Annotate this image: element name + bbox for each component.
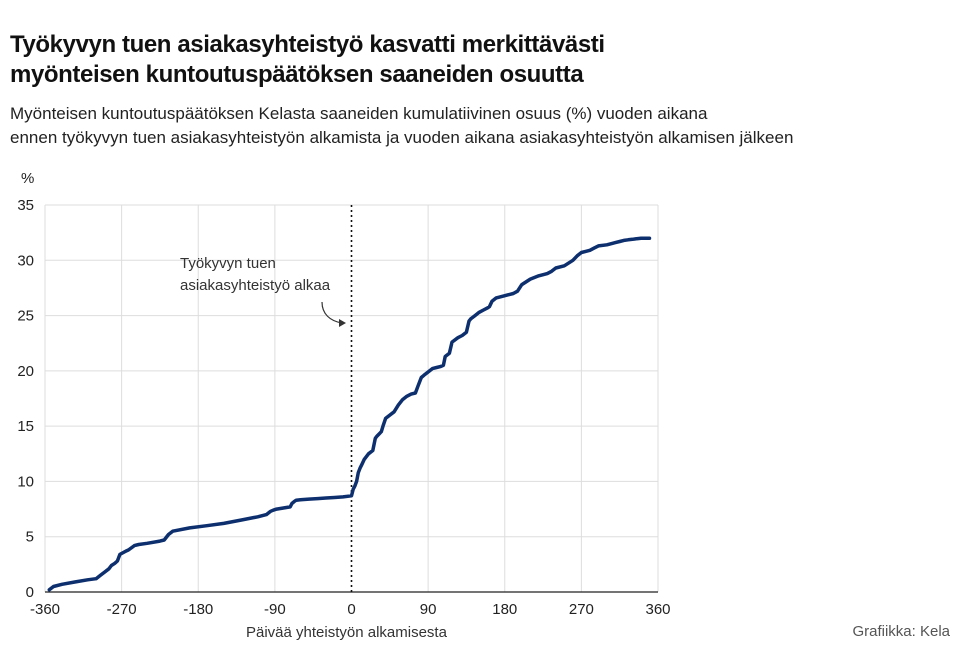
y-axis-unit-label: % — [21, 170, 35, 187]
chart-subtitle-line-1: Myönteisen kuntoutuspäätöksen Kelasta sa… — [10, 104, 708, 123]
x-tick-label: 90 — [420, 601, 437, 618]
y-tick-label: 30 — [17, 252, 34, 269]
chart-title-line-1: Työkyvyn tuen asiakasyhteistyö kasvatti … — [10, 31, 605, 58]
chart-title-line-2: myönteisen kuntoutuspäätöksen saaneiden … — [10, 61, 584, 88]
data-series-line — [47, 236, 652, 592]
y-tick-label: 15 — [17, 418, 34, 435]
chart-subtitle-line-2: ennen työkyvyn tuen asiakasyhteistyön al… — [10, 128, 794, 147]
x-tick-label: -90 — [264, 601, 286, 618]
y-tick-label: 0 — [26, 584, 34, 601]
y-tick-label: 35 — [17, 197, 34, 214]
x-tick-label: 0 — [347, 601, 355, 618]
x-tick-label: -270 — [107, 601, 137, 618]
y-tick-label: 20 — [17, 363, 34, 380]
chart-subtitle: Myönteisen kuntoutuspäätöksen Kelasta sa… — [10, 102, 910, 150]
chart-title: Työkyvyn tuen asiakasyhteistyö kasvatti … — [10, 30, 910, 90]
source-credit: Grafiikka: Kela — [852, 623, 950, 640]
y-tick-label: 25 — [17, 308, 34, 325]
annotation-arrow-head — [339, 319, 346, 327]
y-tick-label: 10 — [17, 473, 34, 490]
annotation-line-2: asiakasyhteistyö alkaa — [180, 277, 331, 294]
x-tick-label: 270 — [569, 601, 594, 618]
x-axis-label: Päivää yhteistyön alkamisesta — [246, 624, 447, 641]
x-tick-label: 360 — [645, 601, 670, 618]
x-tick-label: -360 — [30, 601, 60, 618]
x-tick-label: -180 — [183, 601, 213, 618]
annotation-line-1: Työkyvyn tuen — [180, 255, 276, 272]
y-tick-label: 5 — [26, 529, 34, 546]
x-tick-label: 180 — [492, 601, 517, 618]
